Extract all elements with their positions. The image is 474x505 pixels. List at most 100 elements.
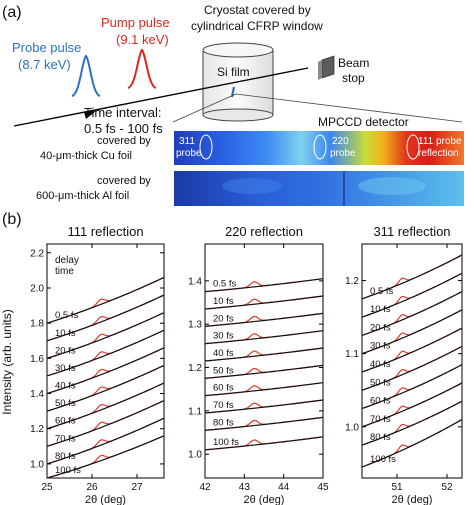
y-tick-label: 1.6 [30, 354, 44, 365]
y-tick-label: 2.2 [30, 248, 44, 259]
series-label: 20 fs [370, 322, 391, 333]
marker-111-label-2: reflection [418, 148, 459, 159]
series-data-1 [361, 272, 463, 318]
marker-111-probe [406, 134, 420, 160]
al-foil-label: covered by [97, 175, 151, 187]
marker-311-label-2: probe [176, 148, 202, 159]
series-data-7 [361, 382, 463, 428]
legend-title: time [55, 266, 74, 277]
beam-stop-block [321, 55, 335, 79]
series-data-7 [204, 399, 324, 414]
chart-1: 220 reflection 42 43 44 45 1.0 1.1 1.2 1.3 1.4 2θ … [188, 224, 329, 505]
beam-stop-label: Beam [338, 56, 369, 70]
x-tick-label: 52 [441, 482, 453, 493]
series-label: 0.5 fs [213, 279, 236, 290]
series-label: 70 fs [213, 400, 234, 411]
series-label: 50 fs [55, 398, 76, 409]
probe-pulse-label: Probe pulse [12, 40, 81, 55]
series-data-6 [46, 382, 165, 430]
series-label: 0.5 fs [55, 310, 78, 321]
series-label: 30 fs [213, 331, 234, 342]
x-tick-label: 42 [199, 482, 211, 493]
y-tick-label: 1.3 [188, 320, 202, 331]
series-label: 30 fs [55, 363, 76, 374]
chart-title: 311 reflection [373, 224, 450, 239]
x-axis-label: 2θ (deg) [244, 494, 285, 505]
series-label: 80 fs [370, 432, 391, 443]
series-data-4 [204, 347, 324, 362]
chart-title: 220 reflection [225, 224, 303, 239]
panel-a-label: (a) [2, 4, 22, 21]
detector-al-row [174, 171, 464, 206]
detector-cu-row: 311 probe 220 probe 111 probe reflection [174, 131, 464, 165]
cryostat-label: Cryostat covered by [204, 3, 311, 17]
series-data-1 [46, 294, 165, 342]
plot-frame [46, 243, 165, 479]
legend-title: delay [55, 255, 79, 266]
time-interval-label: Time interval: [84, 105, 162, 120]
marker-220-probe [313, 134, 327, 160]
probe-pulse-shape [71, 54, 101, 97]
x-tick-label: 27 [131, 482, 143, 493]
series-data-8 [204, 416, 324, 431]
series-data-3 [361, 309, 463, 355]
marker-111-label: 111 probe [418, 136, 462, 147]
series-data-4 [361, 327, 463, 373]
series-label: 100 fs [55, 465, 81, 476]
series-label: 70 fs [370, 414, 391, 425]
series-data-6 [204, 382, 324, 397]
series-label: 80 fs [213, 417, 234, 428]
charts-layer: 111 reflection 25 26 27 1.0 1.2 1.4 1.6 1.8 2.0 2.… [30, 224, 463, 505]
series-data-2 [204, 312, 324, 327]
series-data-9 [204, 436, 324, 451]
detector-title: MPCCD detector [318, 115, 409, 129]
series-label: 50 fs [370, 377, 391, 388]
series-data-9 [361, 418, 463, 468]
series-label: 60 fs [55, 416, 76, 427]
x-tick-label: 44 [278, 482, 290, 493]
series-label: 10 fs [213, 296, 234, 307]
marker-311-probe [199, 134, 213, 160]
series-data-5 [46, 364, 165, 412]
y-axis-label: Intensity (arb. units) [0, 309, 14, 414]
series-data-0 [46, 276, 165, 324]
series-data-8 [361, 400, 463, 446]
series-label: 70 fs [55, 433, 76, 444]
series-label: 40 fs [55, 381, 76, 392]
plot-frame [361, 243, 463, 479]
series-label: 40 fs [370, 359, 391, 370]
series-label: 100 fs [213, 437, 239, 448]
series-label: 10 fs [55, 328, 76, 339]
marker-220-label-2: probe [330, 148, 356, 159]
beam-line [13, 67, 309, 127]
projection-line-1 [172, 93, 237, 123]
series-data-2 [46, 312, 165, 359]
y-tick-label: 1.1 [345, 349, 359, 360]
y-tick-label: 1.1 [188, 406, 202, 417]
pump-pulse-energy: (9.1 keV) [116, 32, 169, 47]
chart-0: 111 reflection 25 26 27 1.0 1.2 1.4 1.6 1.8 2.0 2.… [30, 224, 165, 505]
y-tick-label: 1.0 [345, 422, 359, 433]
series-label: 20 fs [213, 313, 234, 324]
chart-2: 311 reflection 51 52 1.0 1.1 1.2 2θ (deg) 0.5 f… [345, 224, 463, 505]
cu-foil-thickness: 40-μm-thick Cu foil [40, 150, 132, 162]
x-axis-label: 2θ (deg) [392, 494, 433, 505]
y-tick-label: 1.0 [30, 459, 44, 470]
y-tick-label: 1.2 [188, 363, 202, 374]
y-tick-label: 2.0 [30, 283, 44, 294]
y-tick-label: 1.0 [188, 450, 202, 461]
series-data-5 [361, 345, 463, 391]
series-data-3 [46, 329, 165, 377]
cryostat-cylinder [202, 42, 274, 122]
series-label: 50 fs [213, 365, 234, 376]
series-label: 100 fs [370, 454, 396, 465]
x-tick-label: 51 [391, 482, 403, 493]
time-interval-range: 0.5 fs - 100 fs [84, 121, 163, 136]
x-tick-label: 43 [239, 482, 251, 493]
beam-stop-label-2: stop [342, 71, 365, 85]
series-label: 60 fs [370, 396, 391, 407]
y-tick-label: 1.8 [30, 319, 44, 330]
cryostat-window-label: cylindrical CFRP window [191, 19, 323, 33]
series-data-0 [204, 278, 324, 293]
